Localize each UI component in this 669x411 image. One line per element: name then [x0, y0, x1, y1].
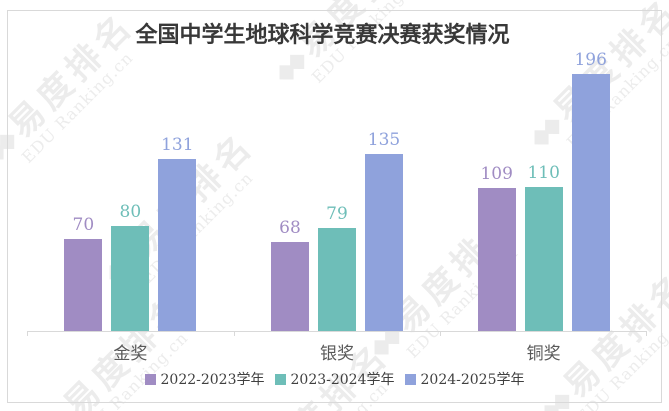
bar-value-label: 110	[527, 163, 560, 183]
bar: 135	[365, 130, 403, 331]
x-axis-labels: 金奖 银奖 铜奖	[27, 339, 647, 364]
legend-item-label: 2024-2025学年	[420, 372, 525, 388]
category-group-1: 70 80 131	[27, 50, 234, 331]
x-axis-tick	[234, 332, 235, 336]
chart-border	[7, 10, 662, 403]
legend-item-label: 2022-2023学年	[160, 372, 265, 388]
legend-swatch-icon	[144, 373, 156, 385]
x-axis-line	[27, 331, 647, 336]
x-axis-tick	[27, 332, 28, 336]
bar: 79	[318, 204, 356, 331]
bar: 109	[477, 164, 516, 331]
bar: 80	[111, 202, 150, 331]
x-axis-category-label: 铜奖	[526, 344, 561, 364]
bar-value-label: 80	[119, 202, 142, 222]
bar-value-label: 135	[367, 130, 401, 150]
bar: 68	[271, 218, 309, 331]
bar-value-label: 196	[574, 50, 607, 70]
bar-value-label: 68	[279, 218, 301, 238]
bar-value-label: 79	[326, 204, 348, 224]
legend-swatch-icon	[404, 373, 416, 385]
x-axis-tick	[646, 332, 647, 336]
legend-item-label: 2023-2024学年	[290, 372, 395, 388]
bar: 196	[571, 50, 610, 331]
category-group-3: 109 110 196	[440, 50, 647, 331]
chart-title: 全国中学生地球科学竞赛决赛获奖情况	[135, 22, 510, 48]
legend-item: 2024-2025学年	[404, 369, 525, 389]
x-axis-category-label: 银奖	[320, 344, 354, 364]
bar-value-label: 131	[161, 135, 194, 155]
x-axis-category-label: 金奖	[113, 344, 148, 364]
x-axis-tick	[440, 332, 441, 336]
plot-area: 70 80 131 68 79 135 109 110 196	[27, 50, 647, 331]
bar-value-label: 70	[72, 215, 95, 235]
category-group-2: 68 79 135	[234, 50, 441, 331]
bar-value-label: 109	[480, 164, 513, 184]
bar: 110	[524, 163, 563, 331]
legend: 2022-2023学年 2023-2024学年 2024-2025学年	[0, 369, 669, 389]
legend-item: 2022-2023学年	[144, 369, 265, 389]
bar: 70	[64, 215, 103, 331]
bar: 131	[158, 135, 197, 331]
legend-swatch-icon	[274, 373, 286, 385]
legend-item: 2023-2024学年	[274, 369, 395, 389]
